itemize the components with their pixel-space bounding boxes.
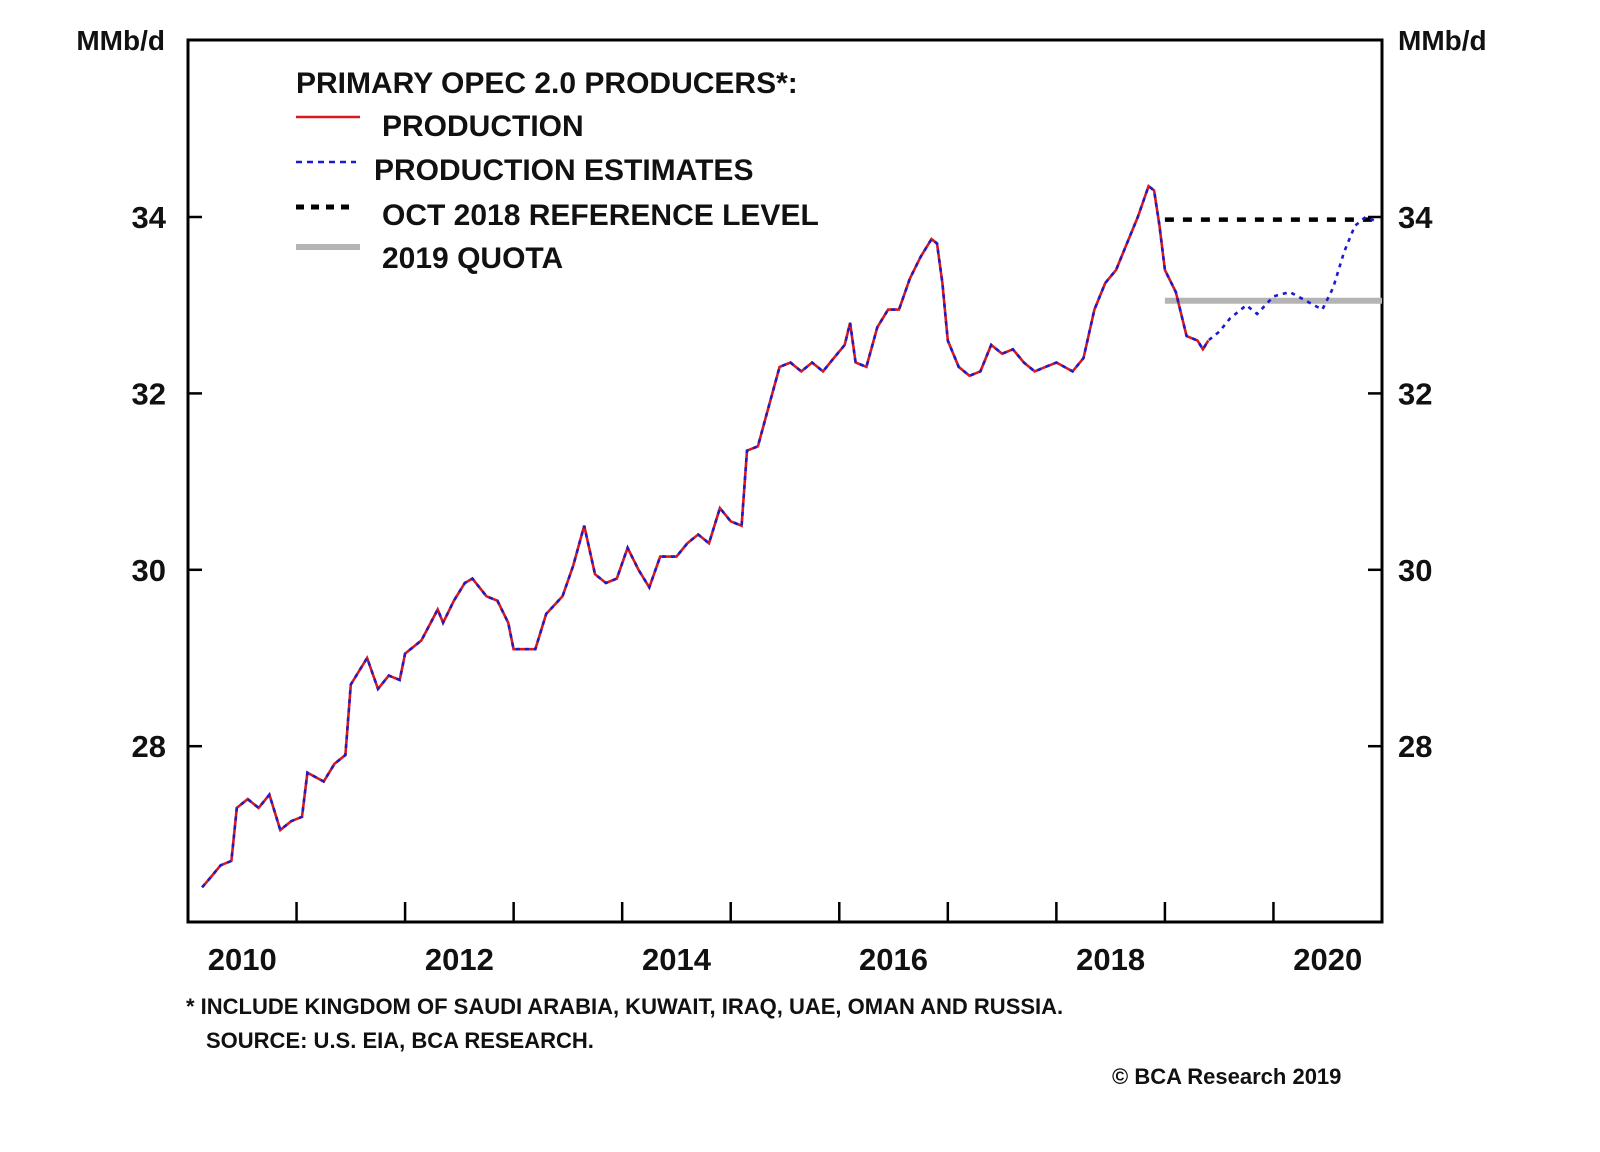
legend-label-estimates: PRODUCTION ESTIMATES [374, 154, 753, 187]
y-axis-left-unit: MMb/d [76, 25, 165, 56]
y-tick-label-right: 28 [1398, 729, 1432, 764]
x-tick-label: 2016 [859, 942, 928, 977]
y-tick-label-left: 30 [132, 553, 166, 588]
x-tick-label: 2020 [1293, 942, 1362, 977]
x-tick-label: 2010 [208, 942, 277, 977]
y-tick-label-left: 34 [132, 200, 167, 235]
footnote: * INCLUDE KINGDOM OF SAUDI ARABIA, KUWAI… [186, 994, 1064, 1019]
x-tick-label: 2012 [425, 942, 494, 977]
y-tick-label-left: 32 [132, 376, 166, 411]
legend-label-quota: 2019 QUOTA [382, 242, 563, 275]
x-tick-label: 2018 [1076, 942, 1145, 977]
series-production-estimates [201, 183, 1378, 889]
source-note: SOURCE: U.S. EIA, BCA RESEARCH. [206, 1028, 594, 1053]
y-tick-label-right: 32 [1398, 376, 1432, 411]
series-production [201, 183, 1210, 889]
y-tick-label-right: 34 [1398, 200, 1433, 235]
legend: PRIMARY OPEC 2.0 PRODUCERS*: PRODUCTION … [296, 67, 819, 275]
y-tick-label-left: 28 [132, 729, 166, 764]
x-tick-label: 2014 [642, 942, 712, 977]
legend-title: PRIMARY OPEC 2.0 PRODUCERS*: [296, 67, 798, 100]
legend-label-reference: OCT 2018 REFERENCE LEVEL [382, 199, 819, 232]
plot-area-frame [186, 38, 1384, 924]
y-tick-label-right: 30 [1398, 553, 1432, 588]
legend-label-production: PRODUCTION [382, 110, 584, 143]
copyright: © BCA Research 2019 [1112, 1064, 1342, 1089]
y-axis-right-unit: MMb/d [1398, 25, 1487, 56]
